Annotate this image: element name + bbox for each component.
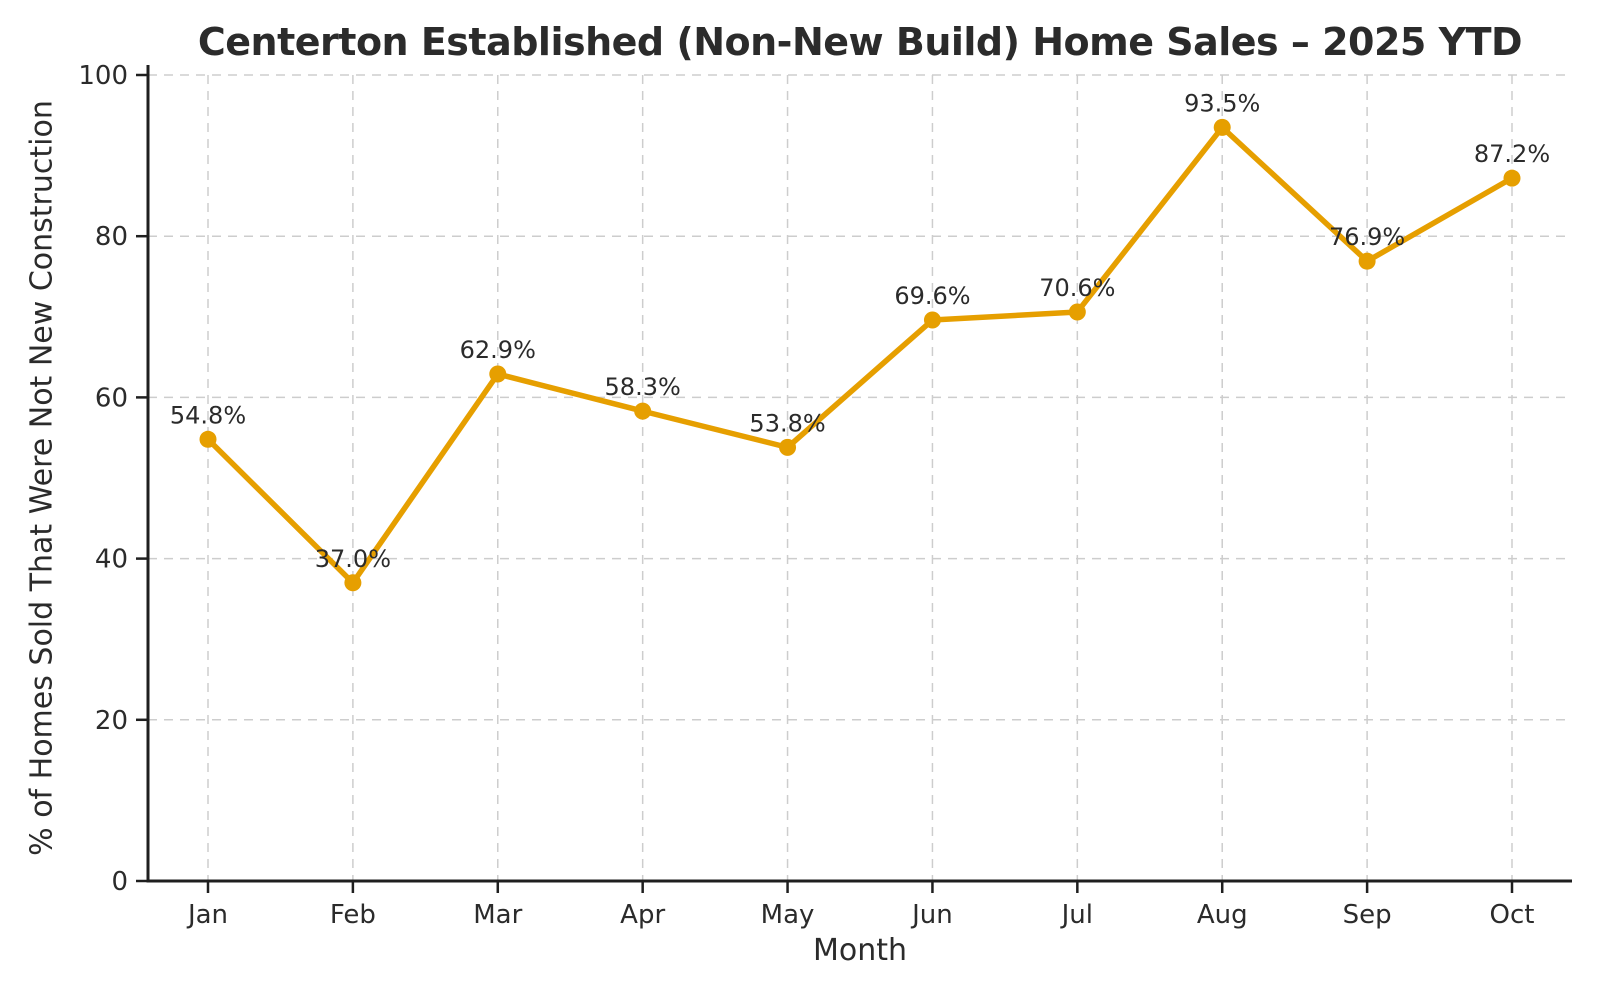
data-point-label: 37.0%	[315, 545, 391, 573]
chart-title: Centerton Established (Non-New Build) Ho…	[197, 20, 1523, 64]
x-axis-label: Month	[812, 933, 908, 968]
y-tick-label: 60	[95, 383, 128, 413]
x-tick-label: Oct	[1490, 900, 1535, 930]
data-point-label: 62.9%	[460, 336, 536, 364]
x-tick-label: Feb	[330, 900, 376, 930]
x-tick-label: May	[761, 900, 815, 930]
data-point	[634, 402, 652, 420]
data-point	[923, 311, 941, 329]
data-point-label: 70.6%	[1039, 274, 1115, 302]
data-point-label: 58.3%	[605, 373, 681, 401]
data-point	[489, 365, 507, 383]
data-point-label: 87.2%	[1474, 140, 1550, 168]
trend-line	[205, 124, 1515, 586]
y-tick-label: 0	[111, 867, 128, 897]
data-point	[1068, 303, 1086, 321]
data-point-label: 69.6%	[894, 282, 970, 310]
data-point	[1358, 252, 1376, 270]
data-point	[779, 438, 797, 456]
data-point-label: 76.9%	[1329, 223, 1405, 251]
y-tick-label: 40	[95, 545, 128, 575]
data-point-label: 93.5%	[1184, 89, 1260, 117]
data-point-label: 53.8%	[749, 409, 825, 437]
x-tick-label: Aug	[1197, 900, 1248, 930]
x-tick-label: Mar	[473, 900, 522, 930]
data-point	[199, 430, 217, 448]
y-tick-label: 20	[95, 706, 128, 736]
x-tick-label: Jul	[1060, 900, 1093, 930]
data-point	[344, 574, 362, 592]
data-point	[1213, 118, 1231, 136]
x-tick-label: Jan	[186, 900, 228, 930]
x-tick-label: Jun	[910, 900, 953, 930]
y-tick-label: 80	[95, 222, 128, 252]
data-point-label: 54.8%	[170, 401, 246, 429]
y-tick-label: 100	[78, 61, 128, 91]
x-tick-label: Apr	[620, 900, 665, 930]
x-tick-label: Sep	[1343, 900, 1392, 930]
data-point	[1503, 169, 1521, 187]
